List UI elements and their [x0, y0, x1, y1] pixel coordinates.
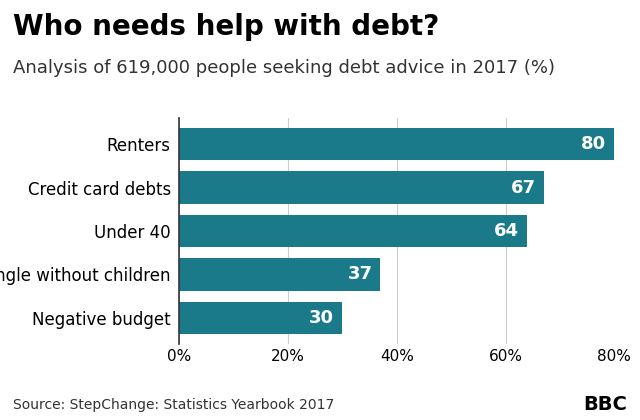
Text: Analysis of 619,000 people seeking debt advice in 2017 (%): Analysis of 619,000 people seeking debt … — [13, 59, 555, 77]
Text: Source: StepChange: Statistics Yearbook 2017: Source: StepChange: Statistics Yearbook … — [13, 398, 334, 412]
Bar — [179, 215, 527, 247]
Text: BBC: BBC — [583, 395, 627, 415]
Bar — [179, 171, 544, 204]
Text: 64: 64 — [494, 222, 519, 240]
Bar — [179, 128, 614, 160]
Bar — [179, 302, 342, 334]
Bar — [179, 258, 381, 291]
Text: 37: 37 — [348, 265, 372, 284]
Text: 30: 30 — [309, 309, 334, 327]
Text: 67: 67 — [511, 178, 536, 197]
Text: Who needs help with debt?: Who needs help with debt? — [13, 13, 439, 41]
Text: 80: 80 — [581, 135, 606, 153]
